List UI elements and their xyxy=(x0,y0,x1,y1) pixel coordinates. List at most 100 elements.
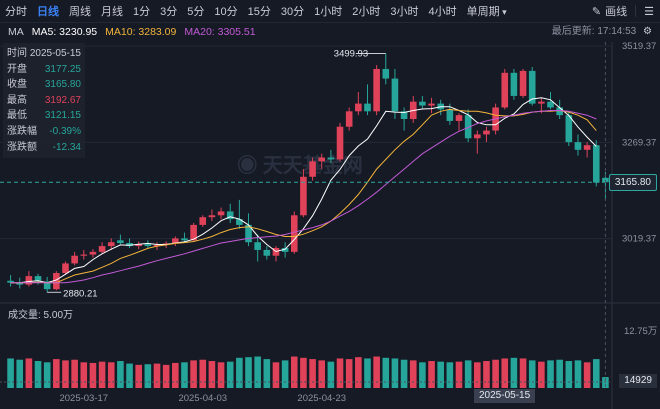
volume-bar xyxy=(62,360,69,388)
period-7[interactable]: 10分 xyxy=(214,6,238,18)
candle-body xyxy=(300,176,307,216)
ma5-value: MA5: 3230.95 xyxy=(31,26,98,38)
period-1[interactable]: 日线 xyxy=(37,6,59,18)
period-11[interactable]: 2小时 xyxy=(352,6,381,18)
volume-bar xyxy=(309,359,316,388)
volume-bar xyxy=(126,363,133,388)
volume-bar xyxy=(281,360,289,388)
candle-body xyxy=(53,273,60,290)
ma10-line xyxy=(10,108,597,284)
volume-bar xyxy=(89,362,97,388)
volume-bar xyxy=(519,358,527,388)
info-row: 最低 3121.15 xyxy=(7,108,81,124)
candle-body xyxy=(483,130,490,135)
menu-icon[interactable]: ☰ xyxy=(644,5,654,18)
candle-body xyxy=(117,240,124,244)
candle-body xyxy=(281,248,289,252)
period-14[interactable]: 单周期 xyxy=(462,3,512,19)
price-tick-label: 3269.37 xyxy=(622,137,656,148)
gear-icon[interactable]: ⚙ xyxy=(643,26,652,37)
info-row: 最高 3192.67 xyxy=(7,93,81,109)
period-2[interactable]: 周线 xyxy=(69,6,91,18)
info-key: 时间 xyxy=(7,48,27,59)
volume-bar xyxy=(437,361,444,388)
volume-bar xyxy=(43,362,51,388)
volume-bar xyxy=(565,361,573,388)
info-key: 最低 xyxy=(7,110,27,122)
info-value: 3121.15 xyxy=(44,110,81,122)
candle-body xyxy=(71,255,78,264)
volume-bar xyxy=(547,360,554,388)
info-key: 涨跌幅 xyxy=(7,125,37,137)
candle-body xyxy=(263,249,271,256)
volume-bar xyxy=(428,361,435,388)
candle-body xyxy=(592,145,600,183)
candle-body xyxy=(181,238,188,241)
candle-body xyxy=(80,254,88,256)
volume-bar xyxy=(483,361,490,388)
candle-body xyxy=(208,215,216,218)
volume-bar xyxy=(373,356,380,388)
volume-bar xyxy=(345,359,353,388)
divider xyxy=(635,5,637,17)
period-13[interactable]: 4小时 xyxy=(428,6,457,18)
volume-bar xyxy=(464,360,472,388)
candle-body xyxy=(199,217,207,225)
candle-body xyxy=(144,244,152,247)
period-toolbar: 分时 日线 周线 月线 1分 3分 5分 10分 15分 30分 1小时 2小时 3小时 4小时 单周期 xyxy=(0,0,660,23)
candle-body xyxy=(107,242,115,247)
volume-bar xyxy=(419,362,426,388)
volume-bar xyxy=(492,359,499,388)
volume-bar xyxy=(263,359,271,388)
ma-label: MA xyxy=(8,26,24,38)
candle-body xyxy=(574,142,582,150)
volume-bar xyxy=(25,358,33,388)
volume-bar xyxy=(318,360,326,388)
candle-body xyxy=(583,145,591,150)
draw-tool[interactable]: ✎ 画线 ☰ xyxy=(592,0,654,22)
period-9[interactable]: 30分 xyxy=(280,6,305,18)
volume-bar xyxy=(217,362,225,388)
price-tick-label: 3019.37 xyxy=(622,234,656,245)
info-value: 3165.80 xyxy=(44,79,81,91)
candle-body xyxy=(538,101,545,104)
candle-body xyxy=(382,68,390,79)
period-3[interactable]: 月线 xyxy=(101,6,123,18)
volume-bar xyxy=(162,364,170,388)
period-4[interactable]: 1分 xyxy=(133,6,151,18)
volume-bar xyxy=(208,361,216,388)
volume-bar xyxy=(510,357,518,388)
volume-tick-label: 12.75万 xyxy=(624,326,657,337)
date-label: 2025-04-23 xyxy=(297,393,346,404)
volume-bar xyxy=(16,359,24,388)
candle-body xyxy=(556,107,563,116)
period-8[interactable]: 15分 xyxy=(247,6,271,18)
last-update-text: 最后更新: 17:14:53 xyxy=(551,26,637,37)
period-5[interactable]: 3分 xyxy=(160,6,178,18)
volume-bar xyxy=(98,361,106,388)
period-12[interactable]: 3小时 xyxy=(390,6,419,18)
period-0[interactable]: 分时 xyxy=(5,6,27,18)
period-10[interactable]: 1小时 xyxy=(314,6,343,18)
candle-body xyxy=(547,101,554,108)
volume-bar xyxy=(80,362,88,388)
volume-bar xyxy=(391,358,399,388)
candle-body xyxy=(373,68,380,112)
info-value: -0.39% xyxy=(49,125,81,137)
volume-bar xyxy=(117,361,124,388)
info-key: 涨跌额 xyxy=(7,141,37,153)
period-6[interactable]: 5分 xyxy=(187,6,205,18)
candle-body xyxy=(474,134,481,139)
info-value: 3177.25 xyxy=(44,63,81,75)
volume-bar xyxy=(199,359,207,388)
candle-body xyxy=(226,211,234,220)
info-value: -12.34 xyxy=(52,141,81,153)
candle-body xyxy=(510,72,518,96)
info-key: 开盘 xyxy=(7,63,27,75)
candle-body xyxy=(336,126,344,160)
candle-body xyxy=(62,263,69,274)
candle-body xyxy=(25,276,33,285)
ohlc-info-panel: 时间 2025-05-15 开盘 3177.25 收盘 3165.80 最高 3192.67 最… xyxy=(3,43,85,159)
volume-bar xyxy=(446,362,454,388)
candle-body xyxy=(16,282,24,285)
